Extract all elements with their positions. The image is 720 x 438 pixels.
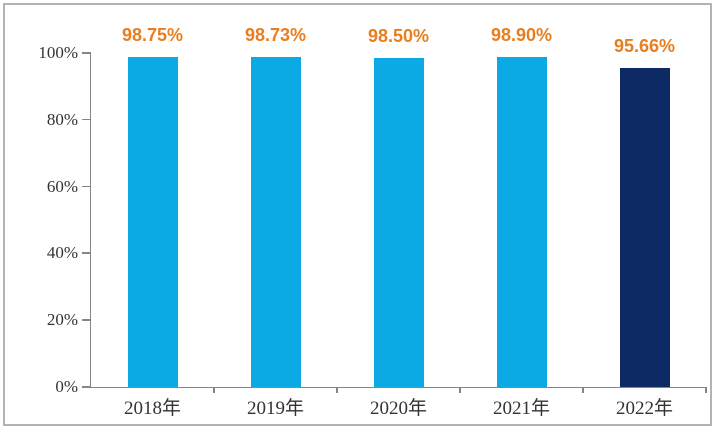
x-axis-tick-label: 2020年 bbox=[369, 398, 427, 419]
bar-value-label: 98.90% bbox=[490, 24, 553, 45]
y-axis-tick bbox=[82, 386, 91, 388]
category-slot: 98.90% bbox=[460, 26, 583, 387]
category-slot: 95.66% bbox=[583, 37, 706, 387]
y-axis-tick bbox=[82, 185, 91, 188]
bar bbox=[250, 57, 301, 387]
category-slot: 98.75% bbox=[91, 26, 214, 387]
chart-frame: 0% 20% 40% 60% 80% 100% 2018年 98.75% 2019年 98.73%… bbox=[3, 3, 712, 426]
x-axis-tick bbox=[459, 387, 461, 393]
bar bbox=[373, 58, 424, 387]
y-axis-tick bbox=[82, 118, 91, 121]
x-axis-tick bbox=[582, 387, 584, 393]
bar-value-label: 98.50% bbox=[367, 26, 430, 47]
bar bbox=[496, 56, 547, 387]
bar bbox=[127, 57, 178, 387]
category-slot: 98.73% bbox=[214, 26, 337, 387]
category-slot: 98.50% bbox=[337, 27, 460, 387]
x-axis-tick bbox=[336, 387, 338, 393]
y-axis-tick-label: 20% bbox=[46, 310, 78, 330]
bar bbox=[619, 67, 670, 387]
y-axis-tick-label: 40% bbox=[46, 243, 78, 263]
y-axis-tick-label: 60% bbox=[46, 176, 78, 196]
x-axis-tick-label: 2019年 bbox=[246, 398, 304, 419]
plot-area: 0% 20% 40% 60% 80% 100% 2018年 98.75% 2019年 98.73%… bbox=[38, 26, 707, 419]
y-axis-tick-label: 100% bbox=[38, 43, 78, 62]
y-axis-tick-label: 0% bbox=[55, 377, 78, 396]
x-axis-tick-label: 2021年 bbox=[492, 398, 550, 419]
bar-value-label: 98.73% bbox=[244, 25, 307, 46]
y-axis-tick bbox=[82, 319, 91, 321]
y-axis-tick-label: 80% bbox=[46, 109, 78, 129]
y-axis-tick bbox=[82, 52, 91, 54]
x-axis-tick bbox=[213, 387, 215, 393]
y-axis-tick bbox=[82, 252, 91, 254]
bar-value-label: 98.75% bbox=[121, 25, 184, 46]
x-axis-tick bbox=[705, 387, 707, 393]
bar-value-label: 95.66% bbox=[613, 35, 676, 56]
x-axis-tick-label: 2018年 bbox=[123, 398, 181, 419]
x-axis-tick-label: 2022年 bbox=[615, 398, 673, 419]
